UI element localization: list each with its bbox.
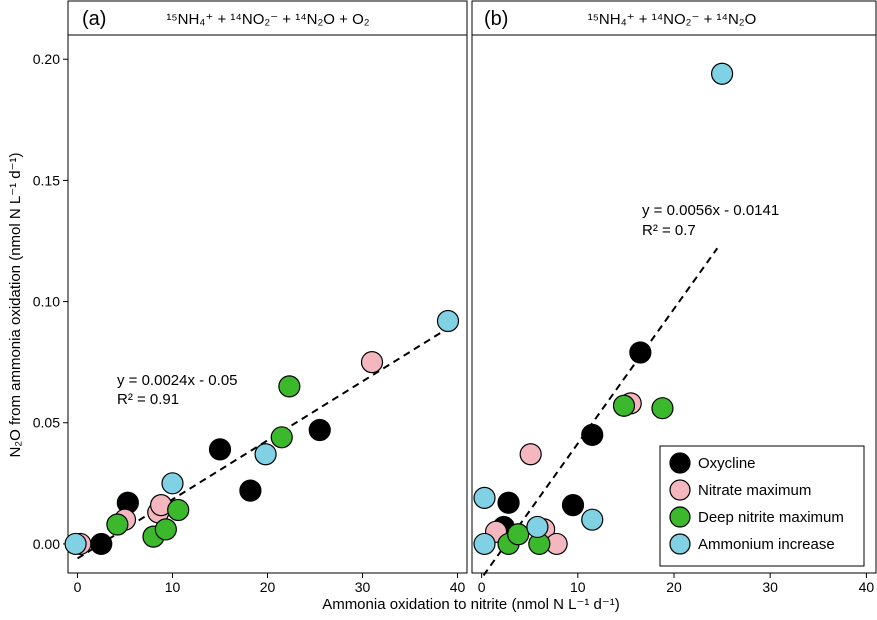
legend-swatch: [669, 533, 691, 555]
panel-b-title: ¹⁵NH₄⁺ + ¹⁴NO₂⁻ + ¹⁴N₂O: [588, 11, 757, 28]
point-ammonium-increase: [710, 62, 734, 85]
panel-a-r2: R² = 0.91: [117, 391, 179, 408]
point-ammonium-increase: [526, 515, 549, 539]
y-tick-label: 0.00: [33, 536, 60, 552]
trendline-panel-a: [76, 327, 449, 560]
y-tick-label: 0.15: [33, 172, 60, 188]
point-ammonium-increase: [581, 508, 604, 531]
y-axis-label: N₂O from ammonia oxidation (nmol N L⁻¹ d…: [7, 152, 24, 457]
panel-b-equation: y = 0.0056x - 0.0141: [642, 202, 779, 219]
point-deep-nitrite-maximum: [270, 426, 293, 449]
point-ammonium-increase: [161, 472, 184, 495]
point-deep-nitrite-maximum: [106, 513, 129, 536]
panel-b-tag: (b): [484, 8, 508, 30]
x-tick-label: 30: [762, 579, 778, 595]
trendlines: [76, 247, 719, 577]
y-tick-label: 0.05: [33, 415, 60, 431]
x-tick-label: 30: [355, 579, 371, 595]
legend-swatch: [669, 479, 691, 501]
point-oxycline: [239, 479, 262, 502]
legend-swatch: [669, 452, 691, 474]
panel-a-title: ¹⁵NH₄⁺ + ¹⁴NO₂⁻ + ¹⁴N₂O + O₂: [166, 11, 369, 28]
legend-box: [659, 445, 865, 567]
point-ammonium-increase: [436, 309, 460, 333]
point-nitrate-maximum: [519, 443, 542, 466]
x-tick-label: 10: [165, 579, 181, 595]
legend-label: Nitrate maximum: [698, 482, 811, 499]
point-ammonium-increase: [473, 532, 496, 556]
point-nitrate-maximum: [360, 351, 384, 374]
legend-label: Deep nitrite maximum: [698, 509, 844, 526]
point-deep-nitrite-maximum: [278, 375, 301, 398]
x-axis-label: Ammonia oxidation to nitrite (nmol N L⁻¹…: [322, 596, 620, 613]
panel-b-header: [471, 0, 877, 36]
point-oxycline: [308, 418, 331, 442]
x-tick-label: 20: [260, 579, 276, 595]
point-oxycline: [90, 532, 113, 556]
y-tick-label: 0.10: [33, 294, 60, 310]
point-deep-nitrite-maximum: [507, 523, 530, 546]
panel-a-plot: [67, 34, 468, 574]
data-points: [64, 62, 734, 556]
x-tick-label: 20: [666, 579, 682, 595]
panel-a-equation: y = 0.0024x - 0.05: [117, 372, 238, 389]
axes-ticks: 0.00 0.05 0.10 0.15 0.20 0 10 20 30 40 0 10 20 30 40: [33, 51, 875, 595]
x-tick-label: 0: [478, 579, 486, 595]
point-oxycline: [629, 341, 652, 364]
legend-label: Ammonium increase: [698, 536, 835, 553]
point-oxycline: [208, 438, 232, 461]
panel-a-tag: (a): [82, 8, 106, 30]
x-tick-label: 40: [859, 579, 875, 595]
point-ammonium-increase: [473, 486, 496, 509]
point-oxycline: [561, 494, 585, 517]
x-tick-label: 0: [74, 579, 82, 595]
legend-label: Oxycline: [698, 455, 756, 472]
point-deep-nitrite-maximum: [167, 498, 190, 522]
x-tick-label: 40: [450, 579, 466, 595]
point-deep-nitrite-maximum: [612, 394, 636, 417]
legend: Oxycline Nitrate maximum Deep nitrite maxi…: [659, 445, 865, 567]
legend-swatch: [669, 506, 691, 528]
point-ammonium-increase: [254, 443, 277, 466]
x-tick-label: 10: [570, 579, 586, 595]
point-deep-nitrite-maximum: [154, 518, 177, 541]
point-oxycline: [497, 491, 520, 514]
y-tick-label: 0.20: [33, 51, 60, 67]
point-ammonium-increase: [64, 532, 87, 556]
panel-a-header: [67, 0, 468, 36]
point-oxycline: [581, 423, 604, 446]
point-deep-nitrite-maximum: [651, 397, 674, 420]
panel-b-r2: R² = 0.7: [642, 222, 696, 239]
